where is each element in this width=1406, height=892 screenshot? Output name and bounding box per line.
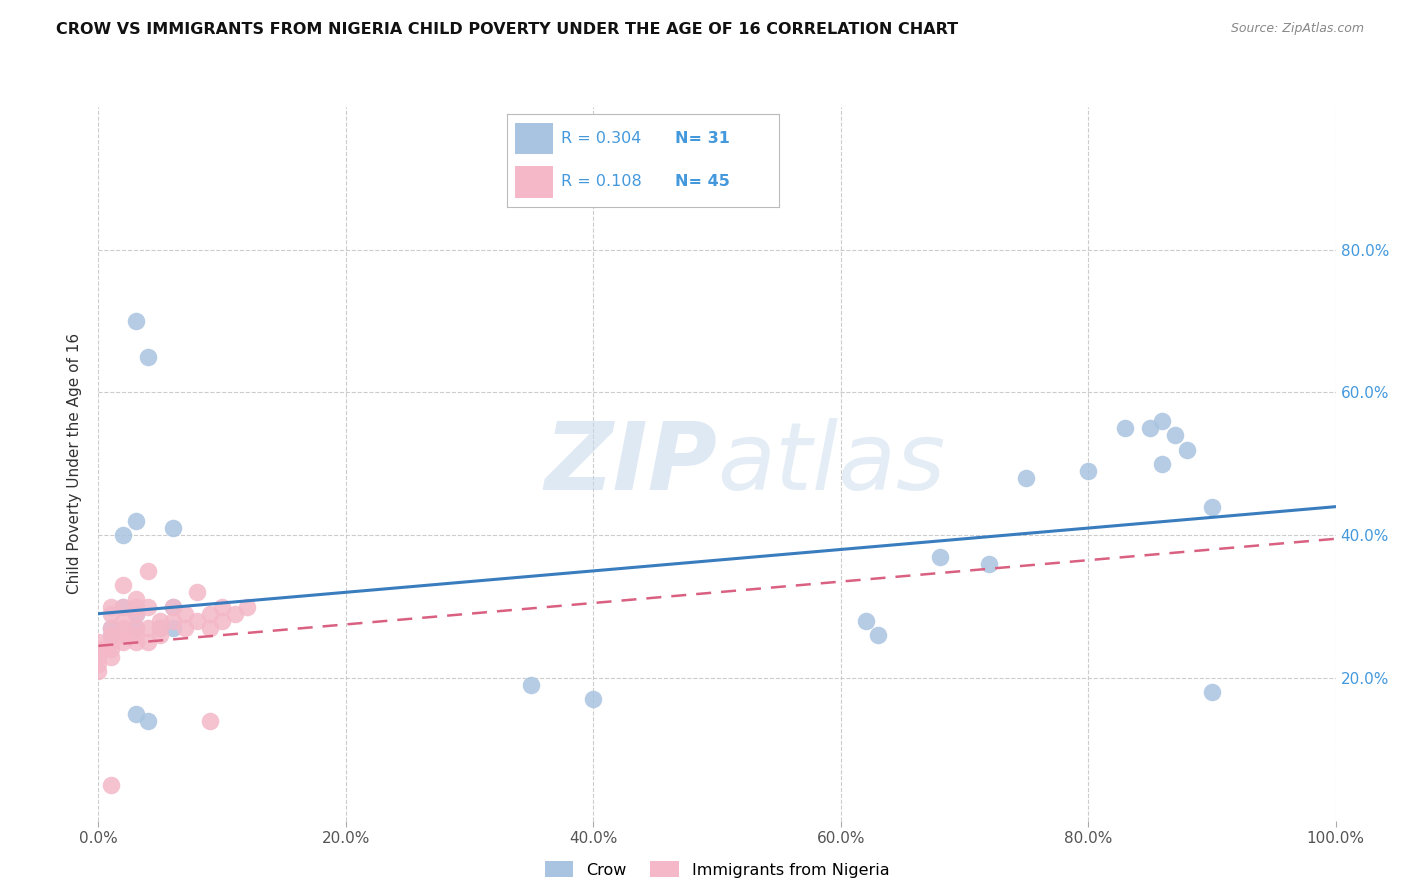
Point (124, 599, 146, 614)
Point (149, 621, 172, 635)
Point (112, 578, 135, 592)
Point (136, 350, 159, 364)
Point (979, 557, 1001, 571)
Point (1164, 428, 1187, 442)
Point (1139, 421, 1161, 435)
Point (87, 649, 110, 664)
Point (87, 657, 110, 671)
Point (149, 628, 172, 642)
Point (124, 607, 146, 621)
Point (100, 628, 122, 642)
Point (100, 635, 122, 649)
Point (124, 635, 146, 649)
Point (211, 599, 233, 614)
Point (112, 599, 135, 614)
Point (100, 642, 122, 657)
Point (100, 599, 122, 614)
Point (928, 549, 950, 564)
Point (124, 628, 146, 642)
Point (162, 599, 184, 614)
Point (136, 635, 159, 649)
Point (198, 607, 221, 621)
Point (149, 621, 172, 635)
Point (112, 528, 135, 542)
Point (855, 614, 877, 628)
Point (186, 614, 208, 628)
Point (124, 592, 146, 607)
Point (866, 628, 889, 642)
Point (198, 714, 221, 728)
Point (87, 664, 110, 678)
Point (149, 614, 172, 628)
Point (1201, 500, 1223, 514)
Point (100, 607, 122, 621)
Point (1201, 685, 1223, 699)
Point (112, 635, 135, 649)
Point (87, 642, 110, 657)
Text: CROW VS IMMIGRANTS FROM NIGERIA CHILD POVERTY UNDER THE AGE OF 16 CORRELATION CH: CROW VS IMMIGRANTS FROM NIGERIA CHILD PO… (56, 22, 959, 37)
Point (112, 614, 135, 628)
Point (124, 607, 146, 621)
Point (1152, 457, 1174, 471)
Point (236, 599, 259, 614)
Point (174, 607, 197, 621)
Text: Source: ZipAtlas.com: Source: ZipAtlas.com (1230, 22, 1364, 36)
Point (1152, 414, 1174, 428)
Point (198, 621, 221, 635)
Text: atlas: atlas (717, 418, 945, 509)
Point (100, 778, 122, 792)
Point (124, 621, 146, 635)
Point (162, 614, 184, 628)
Point (582, 692, 605, 706)
Point (136, 599, 159, 614)
Point (211, 614, 233, 628)
Point (1175, 442, 1198, 457)
Text: ZIP: ZIP (544, 417, 717, 510)
Point (112, 621, 135, 635)
Point (162, 599, 184, 614)
Legend: Crow, Immigrants from Nigeria: Crow, Immigrants from Nigeria (538, 855, 896, 884)
Y-axis label: Child Poverty Under the Age of 16: Child Poverty Under the Age of 16 (67, 334, 83, 594)
Point (162, 521, 184, 535)
Point (124, 706, 146, 721)
Point (224, 607, 246, 621)
Point (124, 314, 146, 328)
Point (124, 621, 146, 635)
Point (136, 714, 159, 728)
Point (174, 621, 197, 635)
Point (1015, 471, 1038, 485)
Point (136, 621, 159, 635)
Point (100, 621, 122, 635)
Point (520, 678, 543, 692)
Point (136, 564, 159, 578)
Point (100, 649, 122, 664)
Point (112, 599, 135, 614)
Point (124, 514, 146, 528)
Point (1077, 464, 1099, 478)
Point (87, 635, 110, 649)
Point (100, 621, 122, 635)
Point (112, 628, 135, 642)
Point (186, 585, 208, 599)
Point (162, 621, 184, 635)
Point (100, 628, 122, 642)
Point (1114, 421, 1136, 435)
